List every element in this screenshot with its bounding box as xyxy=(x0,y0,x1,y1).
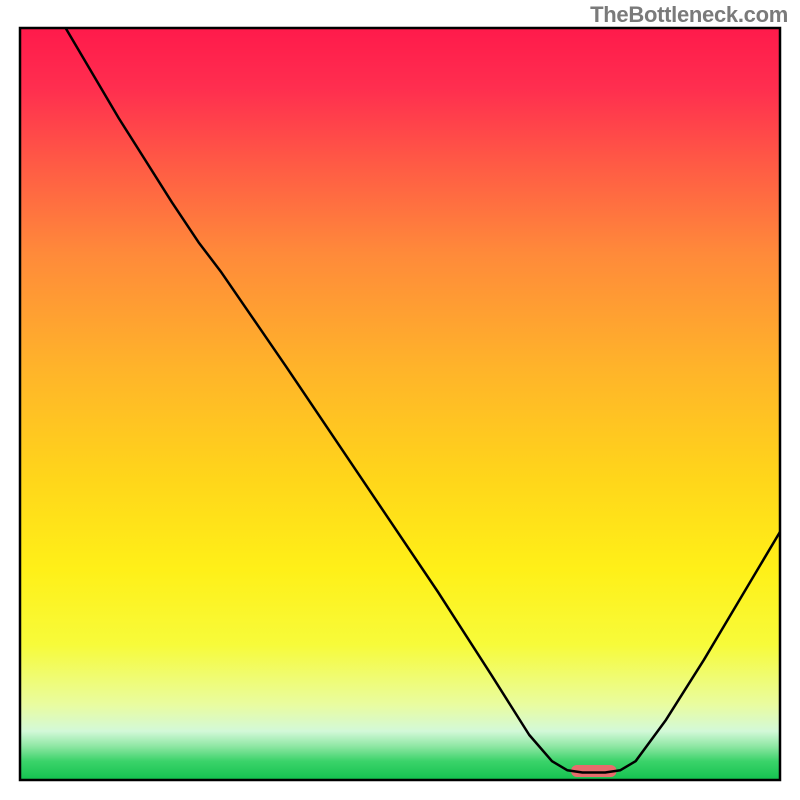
chart-container: TheBottleneck.com xyxy=(0,0,800,800)
bottleneck-chart xyxy=(0,0,800,800)
watermark-text: TheBottleneck.com xyxy=(590,2,788,28)
